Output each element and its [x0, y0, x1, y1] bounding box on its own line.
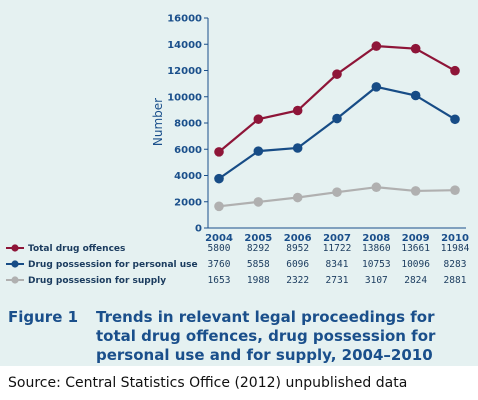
data-label: 11984 [441, 243, 470, 254]
y-axis-title: Number [151, 98, 165, 146]
data-point [410, 90, 421, 101]
data-point [371, 182, 382, 193]
x-tick-label: 2007 [323, 233, 351, 244]
data-point [332, 113, 342, 124]
y-tick-label: 14000 [167, 40, 202, 51]
legend-label: Total drug offences [28, 244, 125, 254]
data-point [450, 65, 460, 76]
legend-swatch-marker [11, 276, 19, 284]
figure-caption: Trends in relevant legal proceedings for… [96, 308, 436, 364]
data-point [214, 147, 224, 157]
y-tick-label: 6000 [174, 145, 202, 156]
legend-swatch-marker [11, 260, 19, 268]
data-label: 6096 [286, 259, 309, 270]
data-point [253, 197, 264, 207]
data-point [371, 41, 382, 51]
chart-panel: Number 0 2000 4000 6000 8000 10000 12000 14000 1… [0, 0, 478, 306]
data-point [253, 114, 264, 124]
legend-label: Drug possession for supply [28, 276, 166, 286]
data-point [450, 185, 460, 195]
data-point [371, 82, 382, 92]
data-label: 8283 [444, 259, 467, 270]
data-label: 2731 [326, 275, 349, 286]
figure-label: Figure 1 [8, 308, 79, 326]
data-point [410, 186, 421, 196]
x-tick-label: 2004 [205, 233, 233, 244]
legend-swatch-marker [11, 244, 19, 252]
line-chart: Number 0 2000 4000 6000 8000 10000 12000 14000 1… [6, 14, 470, 286]
x-tick-label: 2008 [362, 233, 390, 244]
y-tick-label: 4000 [174, 171, 202, 182]
data-label: 3760 [208, 259, 231, 270]
data-label: 1653 [208, 275, 231, 286]
data-point [450, 114, 460, 125]
data-point [253, 146, 264, 156]
data-label: 2824 [404, 275, 427, 286]
data-label: 10096 [401, 259, 430, 270]
caption-box [0, 306, 478, 366]
data-point [332, 69, 342, 79]
y-tick-label: 0 [195, 224, 202, 235]
data-point [410, 43, 421, 54]
series-line [218, 85, 456, 180]
y-tick-label: 16000 [167, 14, 202, 25]
data-point [292, 143, 303, 153]
data-label: 5858 [247, 259, 270, 270]
y-tick-label: 2000 [174, 197, 202, 208]
data-label: 10753 [362, 259, 391, 270]
y-tick-label: 12000 [167, 66, 202, 77]
data-point [214, 201, 224, 212]
data-point [332, 187, 342, 197]
data-point [214, 173, 224, 184]
data-label: 1988 [247, 275, 270, 286]
legend-label: Drug possession for personal use [28, 260, 198, 270]
source-note: Source: Central Statistics Office (2012)… [8, 375, 408, 391]
x-tick-label: 2005 [244, 233, 272, 244]
y-tick-label: 8000 [174, 119, 202, 130]
data-label: 8341 [326, 259, 349, 270]
data-label: 3107 [365, 275, 388, 286]
x-tick-label: 2006 [284, 233, 312, 244]
data-label: 13661 [401, 243, 430, 254]
x-tick-label: 2010 [441, 233, 469, 244]
data-point [292, 192, 303, 203]
y-tick-label: 10000 [167, 92, 202, 103]
data-point [292, 105, 303, 116]
data-label: 5800 [208, 243, 231, 254]
data-label: 8292 [247, 243, 270, 254]
data-label: 13860 [362, 243, 391, 254]
data-label: 2322 [286, 275, 309, 286]
data-label: 11722 [323, 243, 352, 254]
data-label: 8952 [286, 243, 309, 254]
data-label: 2881 [444, 275, 467, 286]
x-tick-label: 2009 [402, 233, 430, 244]
